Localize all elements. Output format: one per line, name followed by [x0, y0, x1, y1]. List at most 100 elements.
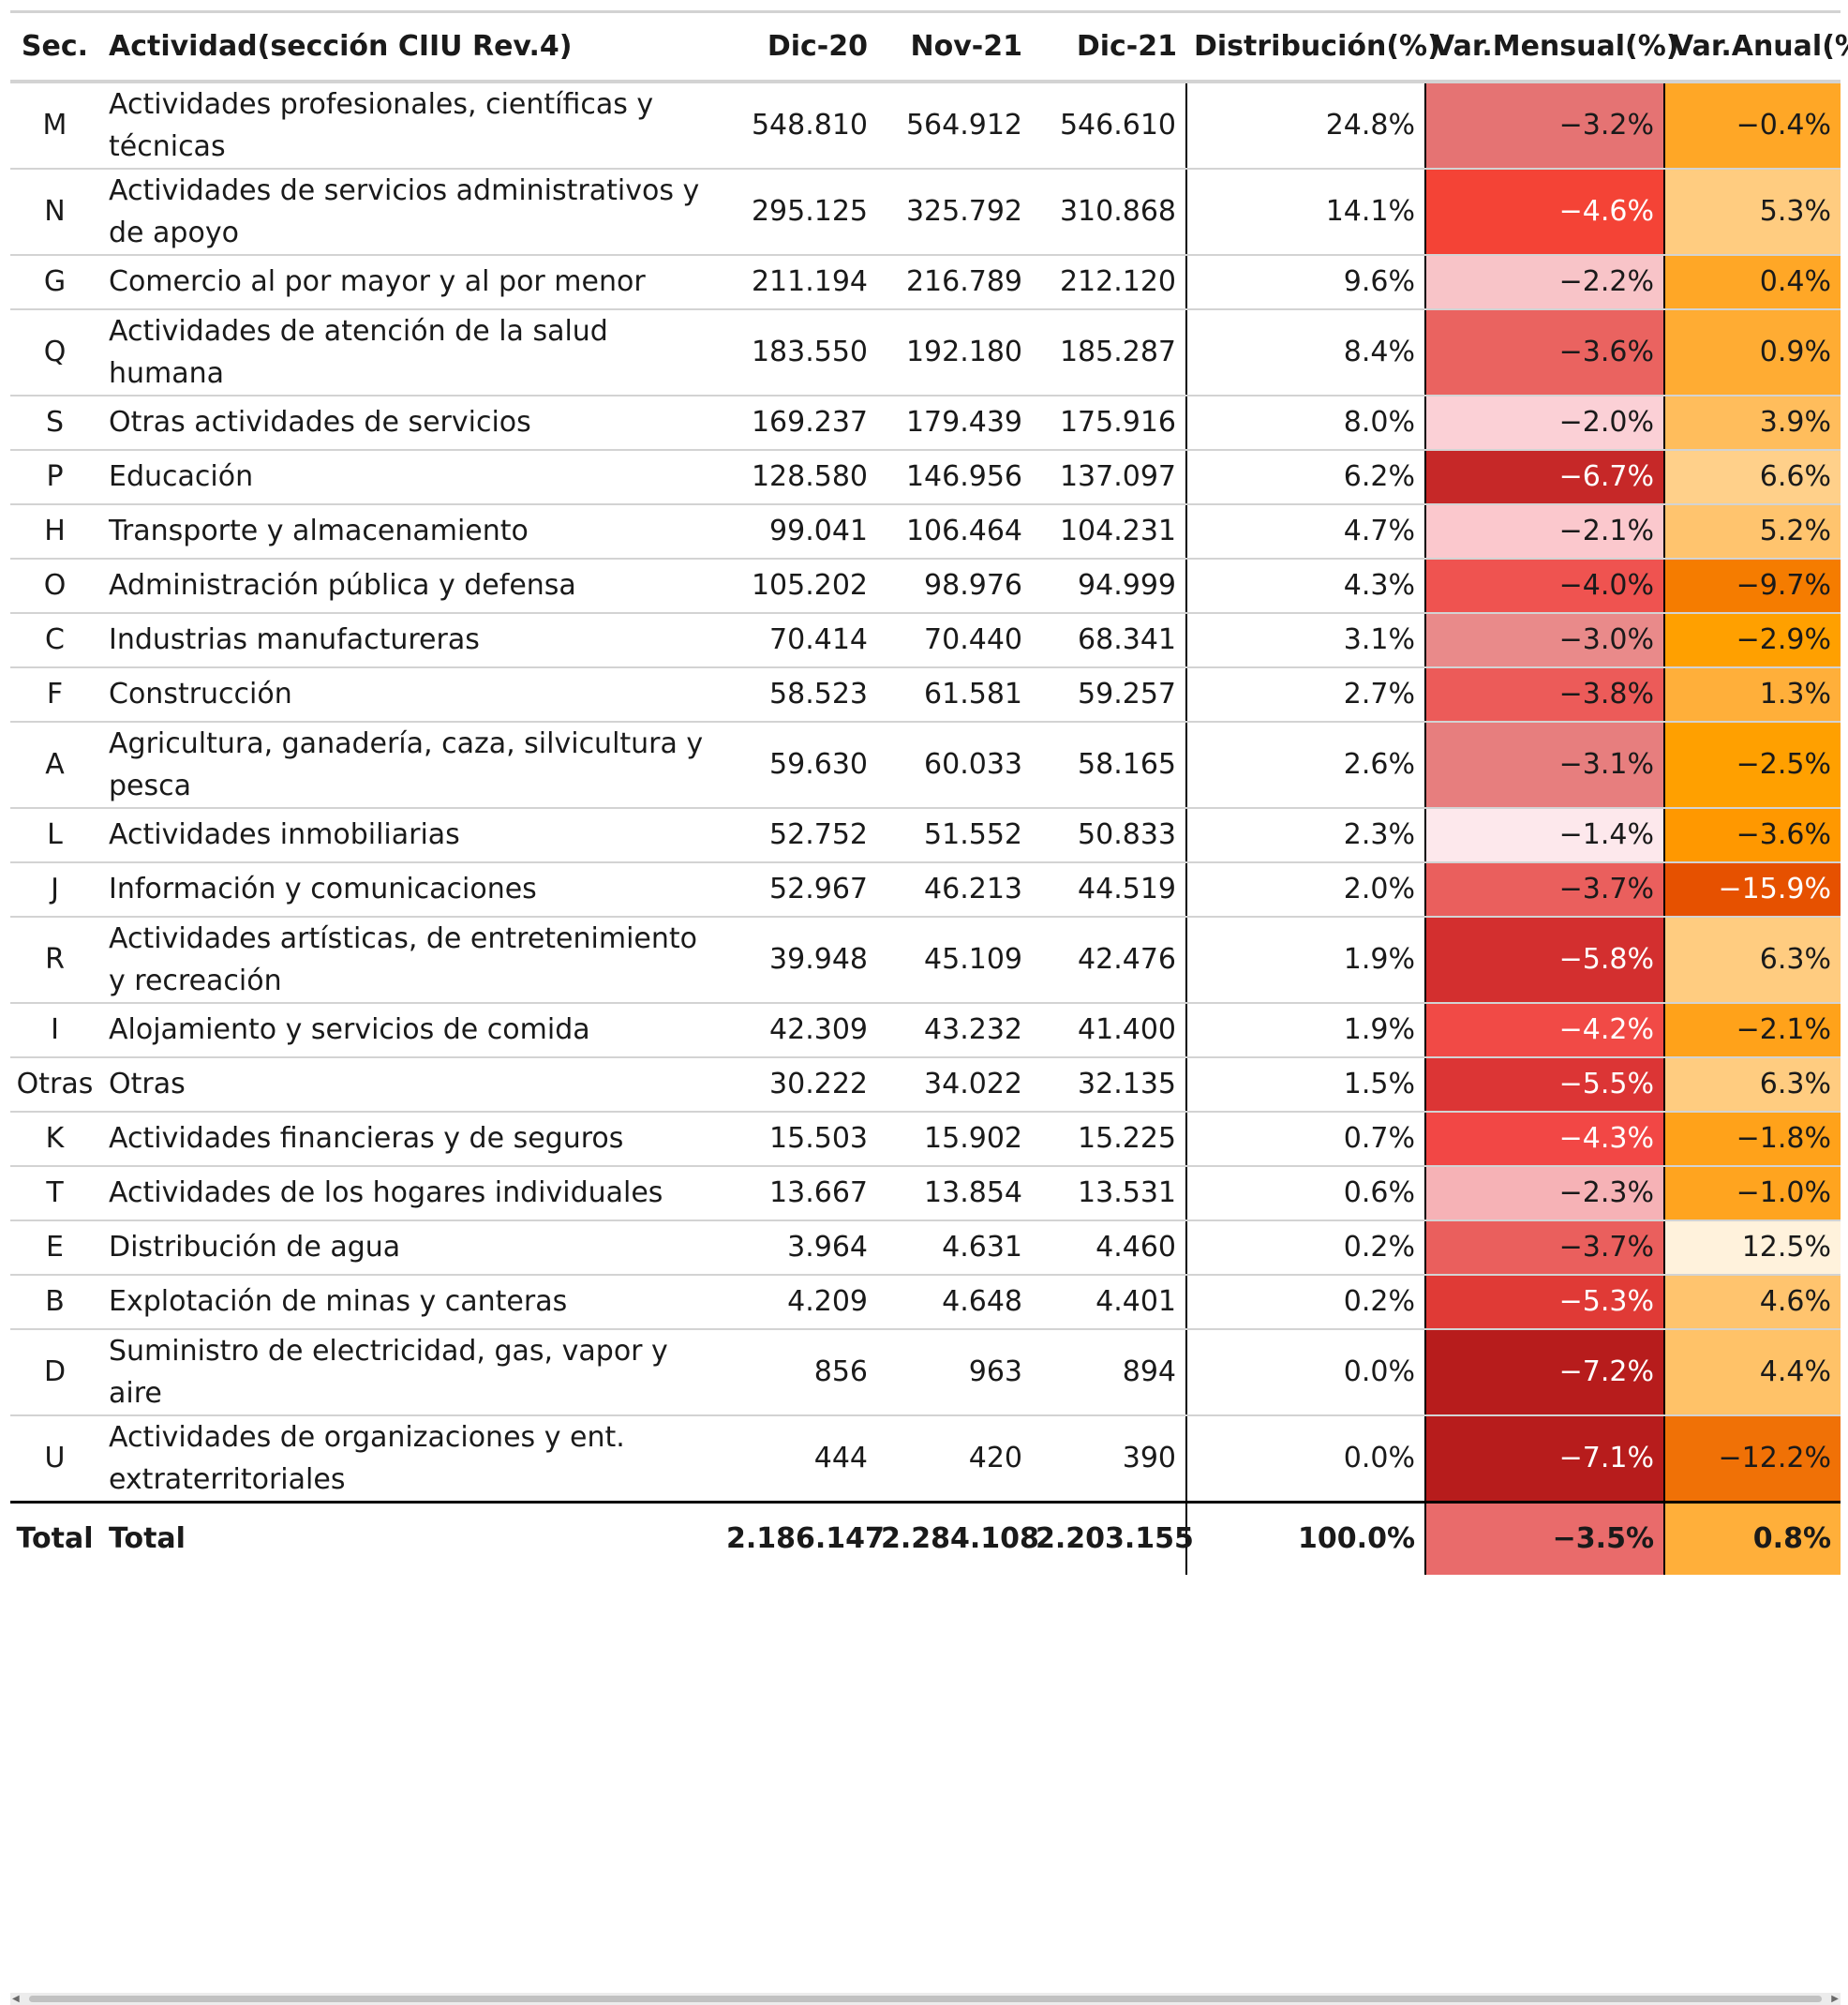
table-body: M Actividades profesionales, científicas … — [10, 81, 1841, 1503]
row-var-mensual: −4.3% — [1424, 1111, 1665, 1167]
row-nov21: 13.854 — [877, 1165, 1032, 1221]
row-var-anual: 1.3% — [1664, 666, 1841, 723]
row-distribucion: 4.7% — [1185, 503, 1425, 560]
row-var-anual: −3.6% — [1664, 807, 1841, 863]
row-nov21: 564.912 — [877, 81, 1032, 170]
row-distribucion: 14.1% — [1185, 168, 1425, 256]
row-actividad: Distribución de agua — [99, 1219, 723, 1276]
table-row: T Actividades de los hogares individuales… — [10, 1165, 1841, 1221]
row-var-mensual: −3.1% — [1424, 721, 1665, 809]
row-sec: M — [10, 81, 99, 170]
row-nov21: 60.033 — [877, 721, 1032, 809]
row-var-anual: −9.7% — [1664, 558, 1841, 614]
row-actividad: Comercio al por mayor y al por menor — [99, 254, 723, 310]
row-dic20: 548.810 — [723, 81, 877, 170]
row-dic20: 4.209 — [723, 1274, 877, 1330]
row-distribucion: 0.6% — [1185, 1165, 1425, 1221]
table-row: I Alojamiento y servicios de comida 42.309… — [10, 1002, 1841, 1058]
table-row: E Distribución de agua 3.964 4.631 4.460 0.2%… — [10, 1219, 1841, 1276]
column-header-distribucion: Distribución(%) — [1186, 10, 1440, 83]
row-distribucion: 0.2% — [1185, 1219, 1425, 1276]
row-var-anual: −1.0% — [1664, 1165, 1841, 1221]
row-var-anual: −0.4% — [1664, 81, 1841, 170]
row-sec: T — [10, 1165, 99, 1221]
row-dic21: 4.460 — [1032, 1219, 1186, 1276]
row-sec: C — [10, 612, 99, 668]
row-nov21: 420 — [877, 1414, 1032, 1503]
row-distribucion: 2.6% — [1185, 721, 1425, 809]
row-sec: O — [10, 558, 99, 614]
table-row: S Otras actividades de servicios 169.237 17… — [10, 395, 1841, 451]
row-dic20: 183.550 — [723, 308, 877, 397]
row-dic20: 52.967 — [723, 861, 877, 918]
row-nov21: 45.109 — [877, 916, 1032, 1004]
row-actividad: Actividades artísticas, de entretenimien… — [99, 916, 723, 1004]
row-distribucion: 6.2% — [1185, 449, 1425, 505]
row-var-anual: 3.9% — [1664, 395, 1841, 451]
row-dic20: 42.309 — [723, 1002, 877, 1058]
row-actividad: Suministro de electricidad, gas, vapor y… — [99, 1328, 723, 1416]
row-distribucion: 1.5% — [1185, 1056, 1425, 1113]
row-var-anual: 12.5% — [1664, 1219, 1841, 1276]
row-actividad: Actividades de atención de la salud huma… — [99, 308, 723, 397]
row-actividad: Otras actividades de servicios — [99, 395, 723, 451]
row-actividad: Industrias manufactureras — [99, 612, 723, 668]
row-actividad: Actividades financieras y de seguros — [99, 1111, 723, 1167]
row-dic20: 3.964 — [723, 1219, 877, 1276]
row-dic21: 50.833 — [1032, 807, 1186, 863]
row-dic20: 295.125 — [723, 168, 877, 256]
row-actividad: Información y comunicaciones — [99, 861, 723, 918]
row-actividad: Alojamiento y servicios de comida — [99, 1002, 723, 1058]
row-distribucion: 0.0% — [1185, 1414, 1425, 1503]
row-var-mensual: −2.2% — [1424, 254, 1665, 310]
row-var-mensual: −5.8% — [1424, 916, 1665, 1004]
column-header-dic21: Dic-21 — [1032, 10, 1186, 83]
row-dic20: 211.194 — [723, 254, 877, 310]
total-distribucion: 100.0% — [1185, 1500, 1425, 1575]
row-dic21: 94.999 — [1032, 558, 1186, 614]
table-row: D Suministro de electricidad, gas, vapor … — [10, 1328, 1841, 1416]
column-header-var-mensual: Var.Mensual(%) — [1425, 10, 1679, 83]
row-var-mensual: −4.6% — [1424, 168, 1665, 256]
row-dic21: 104.231 — [1032, 503, 1186, 560]
scroll-right-arrow-icon[interactable]: ▶ — [1831, 1994, 1839, 2004]
row-dic21: 390 — [1032, 1414, 1186, 1503]
table-row: J Información y comunicaciones 52.967 46.21… — [10, 861, 1841, 918]
row-var-anual: 0.4% — [1664, 254, 1841, 310]
row-dic20: 59.630 — [723, 721, 877, 809]
column-header-var-anual: Var.Anual(%) — [1664, 10, 1848, 83]
data-table-container: Sec. Actividad(sección CIIU Rev.4) Dic-2… — [10, 10, 1848, 1575]
row-dic20: 105.202 — [723, 558, 877, 614]
total-dic21: 2.203.155 — [1032, 1500, 1194, 1575]
row-var-anual: 6.3% — [1664, 1056, 1841, 1113]
row-actividad: Otras — [99, 1056, 723, 1113]
row-dic20: 128.580 — [723, 449, 877, 505]
row-distribucion: 2.0% — [1185, 861, 1425, 918]
row-sec: K — [10, 1111, 99, 1167]
row-var-mensual: −2.0% — [1424, 395, 1665, 451]
row-nov21: 43.232 — [877, 1002, 1032, 1058]
row-sec: R — [10, 916, 99, 1004]
row-dic21: 68.341 — [1032, 612, 1186, 668]
row-dic20: 70.414 — [723, 612, 877, 668]
row-actividad: Educación — [99, 449, 723, 505]
row-var-anual: 6.3% — [1664, 916, 1841, 1004]
row-dic21: 212.120 — [1032, 254, 1186, 310]
row-dic21: 42.476 — [1032, 916, 1186, 1004]
scroll-left-arrow-icon[interactable]: ◀ — [12, 1994, 20, 2004]
row-var-mensual: −7.1% — [1424, 1414, 1665, 1503]
scrollbar-thumb[interactable] — [29, 1996, 1822, 2002]
total-sec: Total — [10, 1500, 99, 1575]
row-dic21: 137.097 — [1032, 449, 1186, 505]
row-var-mensual: −2.3% — [1424, 1165, 1665, 1221]
row-sec: N — [10, 168, 99, 256]
table-row: Otras Otras 30.222 34.022 32.135 1.5% −5.5% 6.3… — [10, 1056, 1841, 1113]
row-var-mensual: −3.0% — [1424, 612, 1665, 668]
employment-table: Sec. Actividad(sección CIIU Rev.4) Dic-2… — [10, 10, 1848, 1575]
horizontal-scrollbar[interactable]: ◀ ▶ — [10, 1993, 1841, 2005]
row-actividad: Actividades de los hogares individuales — [99, 1165, 723, 1221]
row-sec: Q — [10, 308, 99, 397]
column-header-nov21: Nov-21 — [877, 10, 1032, 83]
row-actividad: Actividades profesionales, científicas y… — [99, 81, 723, 170]
row-nov21: 70.440 — [877, 612, 1032, 668]
